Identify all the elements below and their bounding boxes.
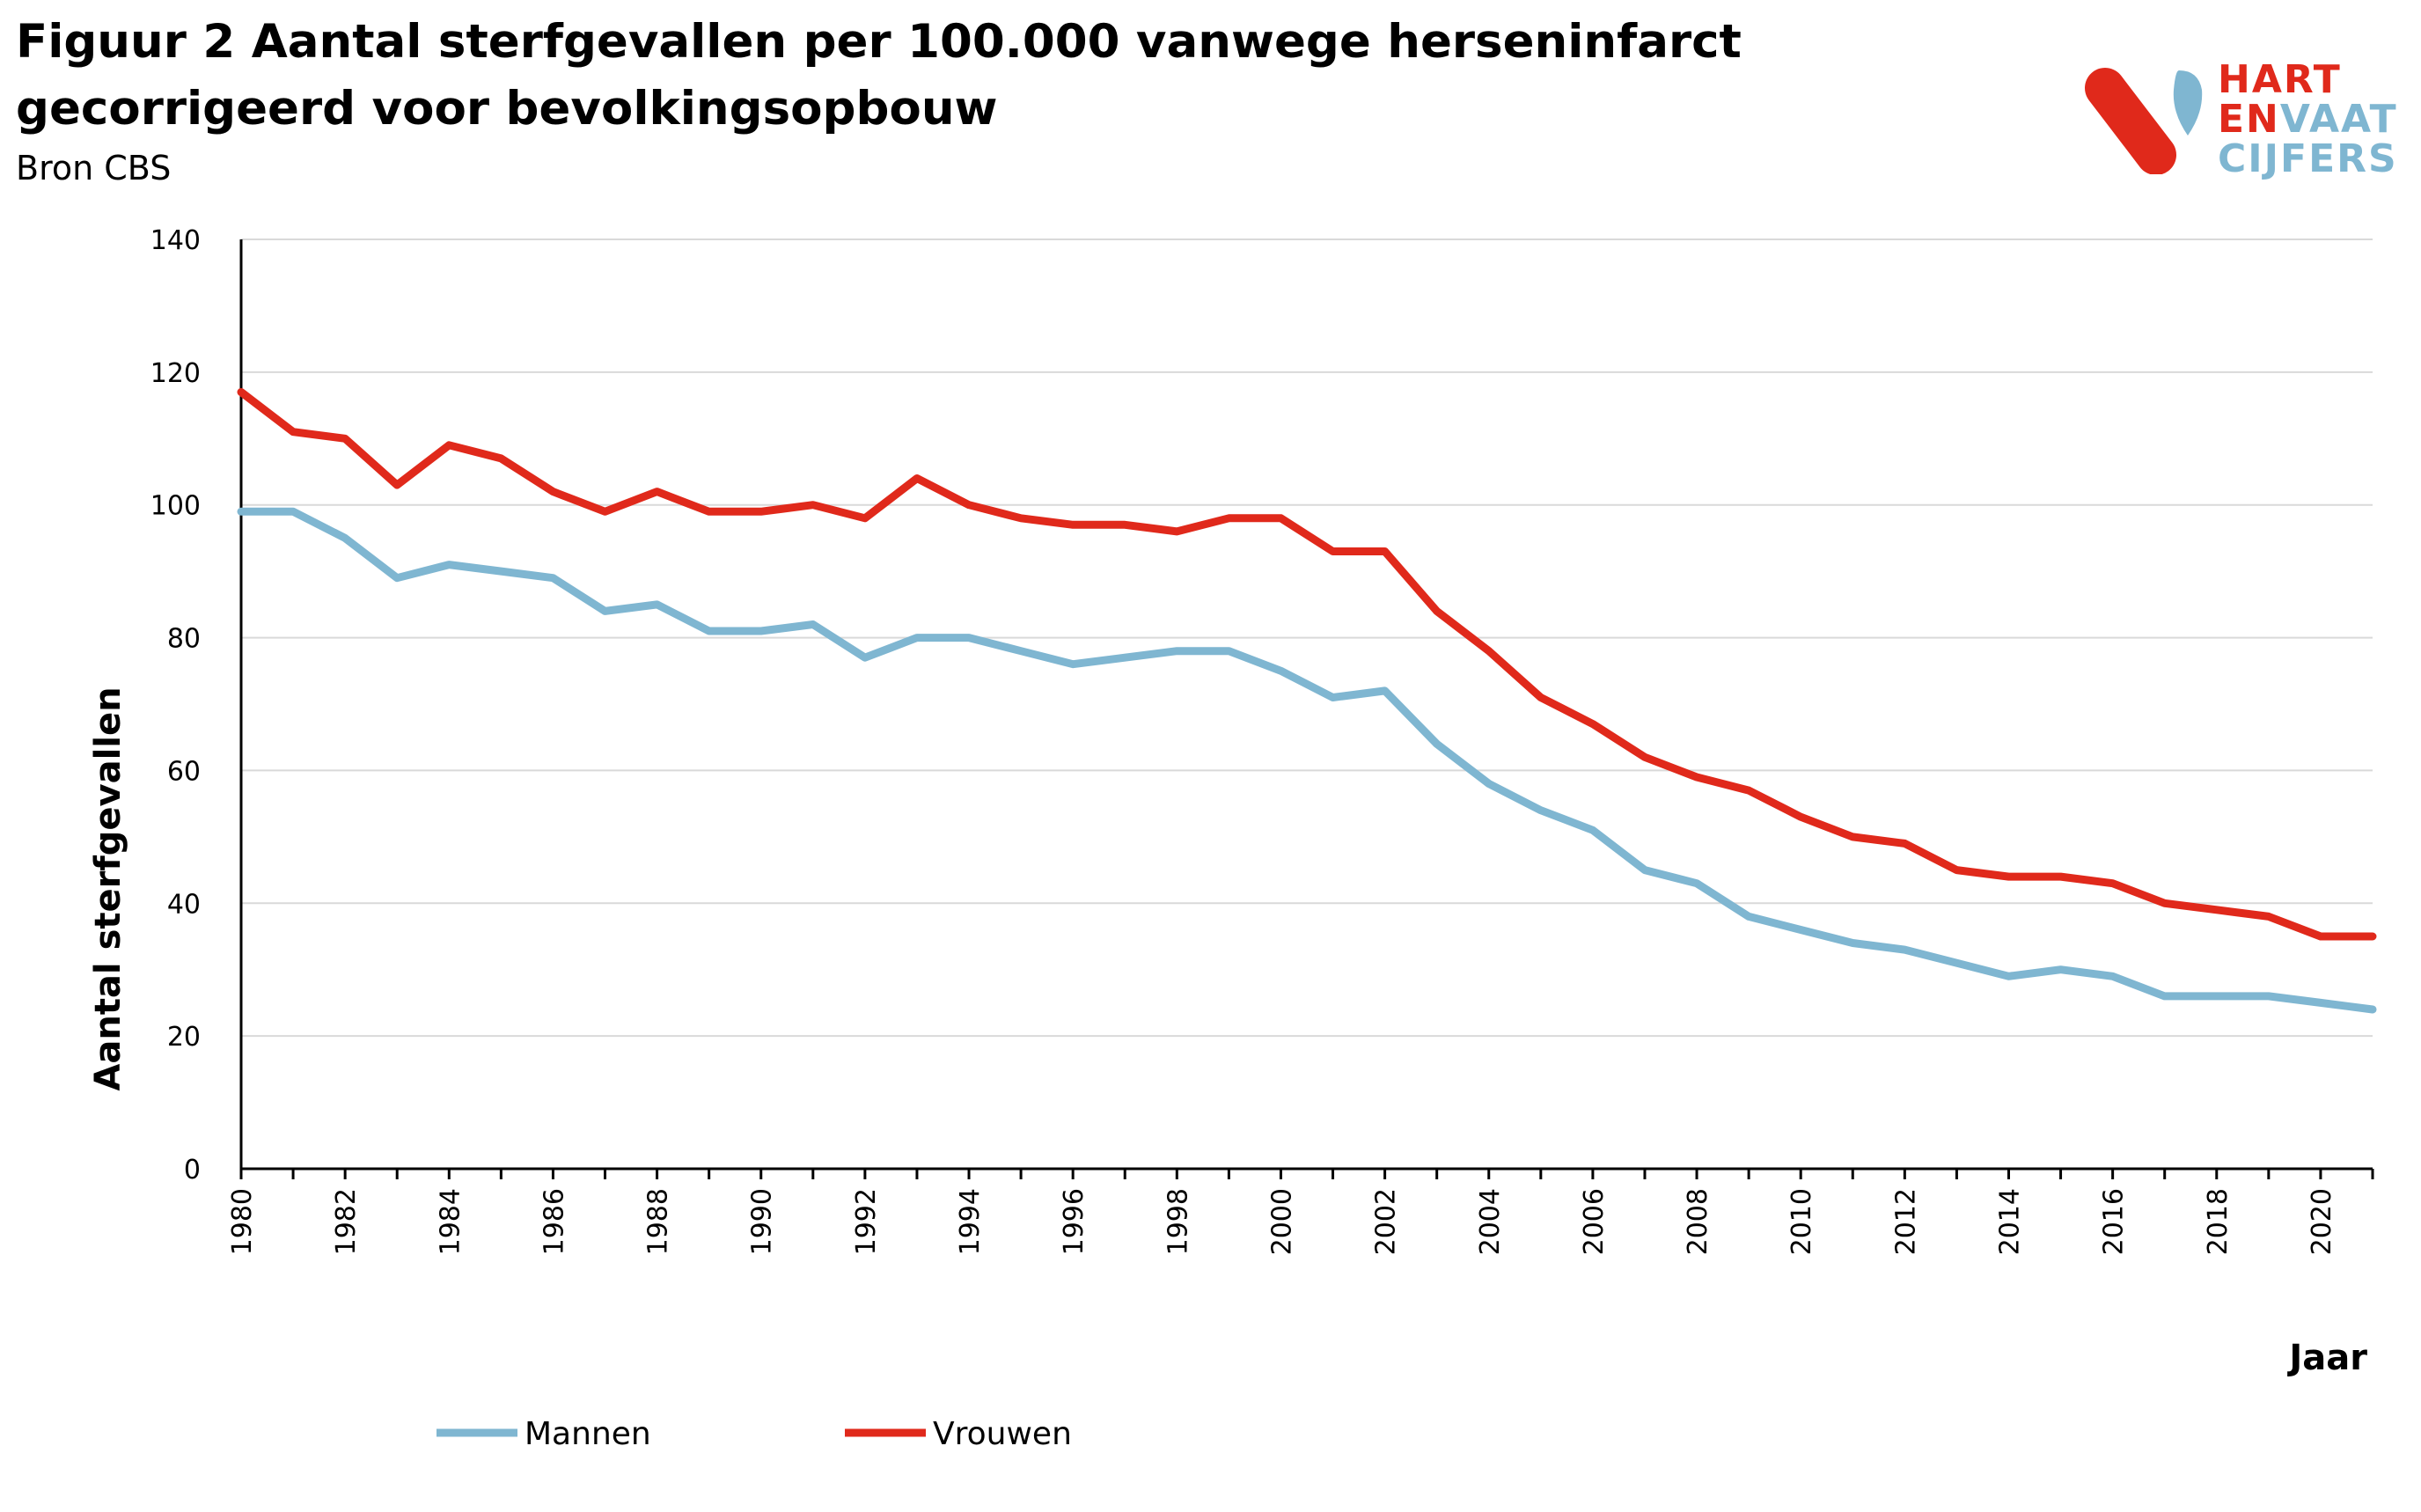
x-tick-2016: 2016	[2099, 1188, 2130, 1255]
y-tick-20: 20	[167, 1022, 201, 1053]
x-axis-label: Jaar	[2286, 1338, 2367, 1378]
axes	[239, 239, 2374, 1179]
x-tick-2018: 2018	[2203, 1188, 2234, 1255]
logo-line-hart: HART	[2218, 57, 2342, 102]
y-tick-labels: 0 20 40 60 80 100 120 140	[150, 225, 201, 1185]
x-tick-2020: 2020	[2307, 1188, 2337, 1255]
y-tick-100: 100	[150, 491, 201, 522]
x-tick-1992: 1992	[851, 1188, 882, 1255]
series-lines	[237, 388, 2377, 1014]
y-tick-120: 120	[150, 358, 201, 389]
x-tick-2012: 2012	[1890, 1188, 1921, 1255]
y-tick-80: 80	[167, 624, 201, 655]
y-tick-60: 60	[167, 756, 201, 787]
x-tick-labels: 1980 1982 1984 1986 1988 1990 1992 1994 1996 1998…	[227, 1188, 2337, 1255]
grid-lines	[241, 239, 2373, 1038]
hartenvaatcijfers-logo: HART ENVAAT CIJFERS	[2077, 60, 2411, 183]
y-tick-0: 0	[184, 1155, 201, 1185]
x-tick-2014: 2014	[1994, 1188, 2025, 1255]
logo-line-en: EN	[2218, 97, 2280, 142]
logo-line-cijfers: CIJFERS	[2218, 136, 2398, 181]
logo-mark-icon	[2085, 68, 2203, 174]
logo-line-vaat: VAAT	[2279, 97, 2398, 142]
chart-title: Figuur 2 Aantal sterfgevallen per 100.00…	[16, 15, 1742, 136]
x-tick-2006: 2006	[1579, 1188, 1610, 1255]
series-line-mannen	[237, 507, 2377, 1014]
x-tick-1996: 1996	[1059, 1188, 1089, 1255]
x-tick-1988: 1988	[643, 1188, 674, 1255]
x-tick-2000: 2000	[1266, 1188, 1297, 1255]
x-tick-1980: 1980	[227, 1188, 258, 1255]
x-tick-1984: 1984	[435, 1188, 466, 1255]
x-tick-1990: 1990	[747, 1188, 778, 1255]
x-tick-1982: 1982	[331, 1188, 362, 1255]
y-tick-140: 140	[150, 225, 201, 256]
x-tick-2008: 2008	[1683, 1188, 1713, 1255]
x-tick-1994: 1994	[955, 1188, 986, 1255]
x-tick-2004: 2004	[1475, 1188, 1506, 1255]
x-tick-1986: 1986	[539, 1188, 569, 1255]
legend-label-mannen: Mannen	[525, 1416, 651, 1452]
y-axis-label: Aantal sterfgevallen	[88, 686, 128, 1090]
series-line-vrouwen	[237, 388, 2377, 941]
chart-source: Bron CBS	[16, 149, 172, 187]
x-tick-2010: 2010	[1786, 1188, 1817, 1255]
y-tick-40: 40	[167, 889, 201, 920]
legend: Mannen Vrouwen	[437, 1416, 1072, 1452]
x-tick-1998: 1998	[1163, 1188, 1193, 1255]
legend-label-vrouwen: Vrouwen	[933, 1416, 1072, 1452]
x-tick-2002: 2002	[1371, 1188, 1402, 1255]
